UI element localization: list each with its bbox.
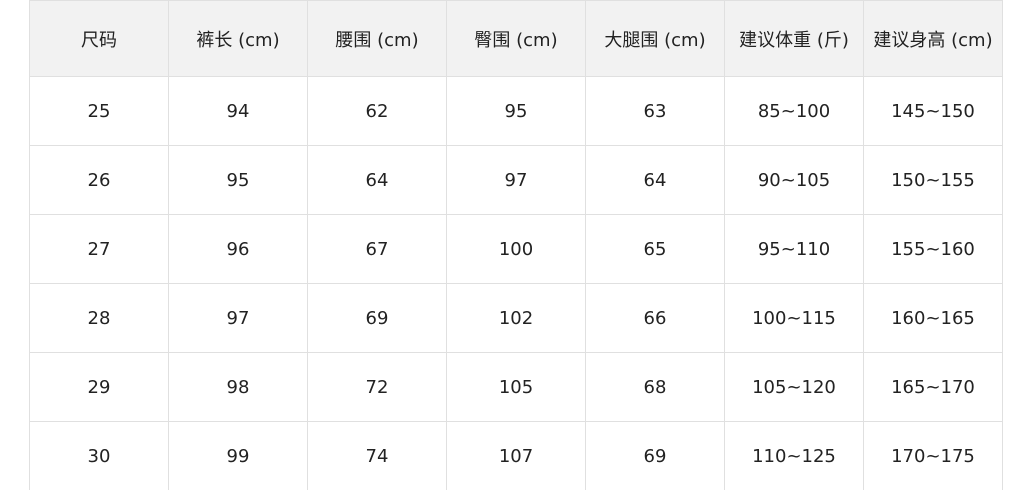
table-cell: 28	[29, 283, 169, 353]
size-chart-table: 尺码 裤长 (cm) 腰围 (cm) 臀围 (cm) 大腿围 (cm) 建议体重 (斤) 建…	[29, 0, 1003, 490]
table-cell: 72	[307, 352, 447, 422]
table-cell: 26	[29, 145, 169, 215]
table-cell: 29	[29, 352, 169, 422]
table-cell: 145~150	[863, 76, 1003, 146]
table-cell: 150~155	[863, 145, 1003, 215]
column-header: 尺码	[29, 0, 169, 77]
column-header: 臀围 (cm)	[446, 0, 586, 77]
table-cell: 69	[307, 283, 447, 353]
table-row: 26 95 64 97 64 90~105 150~155	[29, 145, 1003, 215]
column-header: 建议身高 (cm)	[863, 0, 1003, 77]
table-cell: 98	[168, 352, 308, 422]
column-header: 建议体重 (斤)	[724, 0, 864, 77]
table-cell: 107	[446, 421, 586, 490]
table-row: 30 99 74 107 69 110~125 170~175	[29, 421, 1003, 490]
table-cell: 69	[585, 421, 725, 490]
table-cell: 105	[446, 352, 586, 422]
table-cell: 96	[168, 214, 308, 284]
table-row: 29 98 72 105 68 105~120 165~170	[29, 352, 1003, 422]
table-cell: 105~120	[724, 352, 864, 422]
column-header: 裤长 (cm)	[168, 0, 308, 77]
table-cell: 85~100	[724, 76, 864, 146]
table-cell: 95~110	[724, 214, 864, 284]
table-row: 25 94 62 95 63 85~100 145~150	[29, 76, 1003, 146]
table-cell: 65	[585, 214, 725, 284]
table-cell: 100	[446, 214, 586, 284]
table-cell: 64	[585, 145, 725, 215]
table-cell: 25	[29, 76, 169, 146]
table-cell: 68	[585, 352, 725, 422]
table-cell: 155~160	[863, 214, 1003, 284]
table-cell: 94	[168, 76, 308, 146]
table-cell: 62	[307, 76, 447, 146]
table-cell: 99	[168, 421, 308, 490]
header-row: 尺码 裤长 (cm) 腰围 (cm) 臀围 (cm) 大腿围 (cm) 建议体重 (斤) 建…	[29, 0, 1003, 77]
table-cell: 67	[307, 214, 447, 284]
table-cell: 95	[168, 145, 308, 215]
table-cell: 160~165	[863, 283, 1003, 353]
table-cell: 165~170	[863, 352, 1003, 422]
table-cell: 100~115	[724, 283, 864, 353]
table-cell: 102	[446, 283, 586, 353]
column-header: 腰围 (cm)	[307, 0, 447, 77]
table-cell: 63	[585, 76, 725, 146]
table-cell: 66	[585, 283, 725, 353]
table-cell: 27	[29, 214, 169, 284]
table-cell: 97	[446, 145, 586, 215]
table-cell: 74	[307, 421, 447, 490]
table-cell: 110~125	[724, 421, 864, 490]
table-cell: 170~175	[863, 421, 1003, 490]
table-cell: 90~105	[724, 145, 864, 215]
table-row: 28 97 69 102 66 100~115 160~165	[29, 283, 1003, 353]
table-cell: 95	[446, 76, 586, 146]
column-header: 大腿围 (cm)	[585, 0, 725, 77]
table-cell: 64	[307, 145, 447, 215]
table-cell: 30	[29, 421, 169, 490]
table-row: 27 96 67 100 65 95~110 155~160	[29, 214, 1003, 284]
table-cell: 97	[168, 283, 308, 353]
